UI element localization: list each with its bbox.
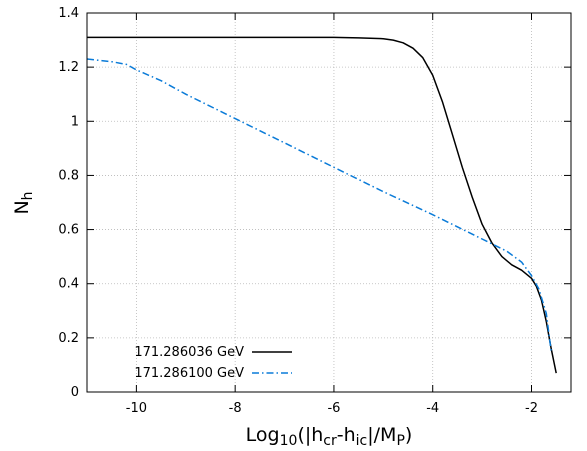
y-tick-label: 0.6 xyxy=(58,223,79,238)
ticks: -10 -8 -6 -4 -2 0 0.2 0.4 0.6 0.8 1 1.2 1.4 xyxy=(58,6,571,416)
y-tick-label: 0.2 xyxy=(58,331,79,346)
y-tick-label: 1.2 xyxy=(58,60,79,75)
x-tick-label: -2 xyxy=(525,401,538,416)
y-tick-label: 1.4 xyxy=(58,6,79,21)
legend-label-1: 171.286100 GeV xyxy=(134,366,244,381)
y-tick-label: 0 xyxy=(71,385,79,400)
series-group xyxy=(86,36,557,374)
y-tick-label: 0.4 xyxy=(58,277,79,292)
y-tick-label: 1 xyxy=(71,114,79,129)
x-tick-label: -4 xyxy=(426,401,439,416)
plot-frame xyxy=(86,12,572,393)
x-axis-label: Log10(|hcr-hic|/MP) xyxy=(246,424,413,449)
series-line-0 xyxy=(87,36,557,374)
legend-label-0: 171.286036 GeV xyxy=(134,345,244,360)
y-axis-label: Nh xyxy=(11,191,36,214)
legend: 171.286036 GeV 171.286100 GeV xyxy=(134,345,292,381)
y-tick-label: 0.8 xyxy=(58,168,79,183)
x-tick-label: -10 xyxy=(126,401,147,416)
x-tick-label: -8 xyxy=(229,401,242,416)
series-line-1 xyxy=(86,58,552,352)
x-tick-label: -6 xyxy=(327,401,340,416)
